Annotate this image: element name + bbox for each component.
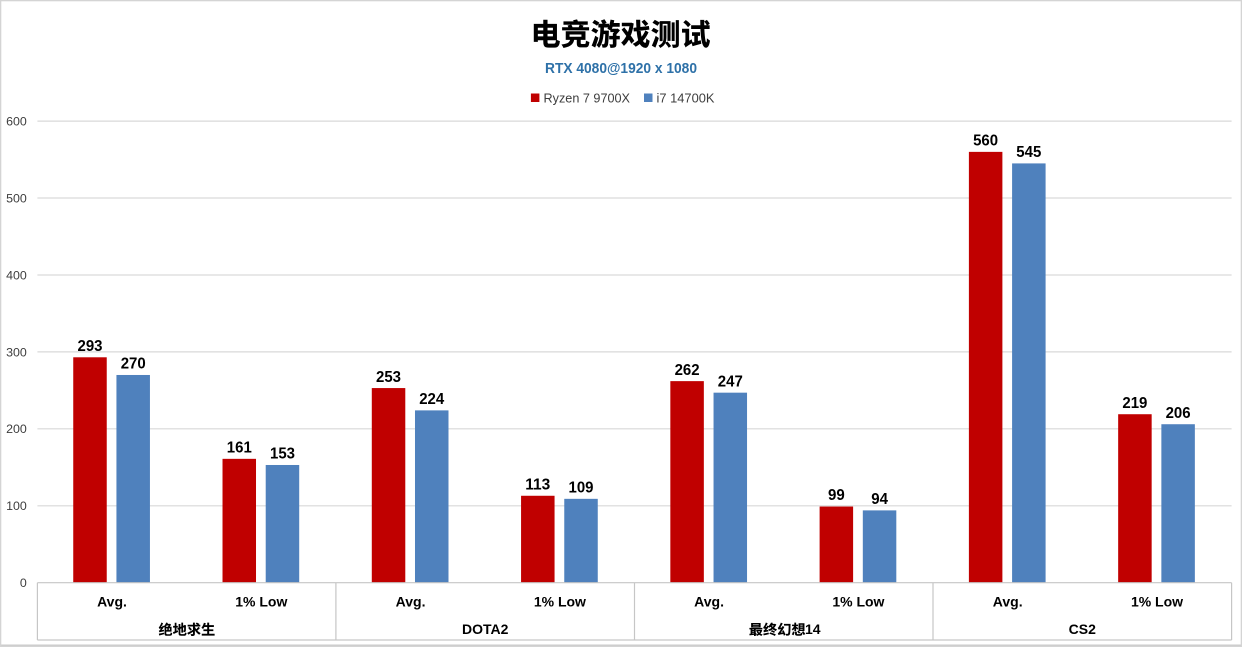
svg-text:293: 293: [78, 338, 103, 355]
svg-text:262: 262: [675, 362, 700, 379]
svg-text:100: 100: [6, 499, 27, 513]
svg-text:219: 219: [1122, 395, 1147, 412]
svg-text:247: 247: [718, 373, 743, 390]
svg-text:253: 253: [376, 369, 401, 386]
svg-text:400: 400: [6, 268, 27, 282]
svg-text:Avg.: Avg.: [694, 594, 724, 610]
svg-text:113: 113: [525, 477, 550, 494]
svg-text:94: 94: [871, 491, 888, 508]
svg-text:270: 270: [121, 356, 146, 373]
svg-text:1% Low: 1% Low: [235, 594, 287, 610]
svg-text:CS2: CS2: [1069, 621, 1096, 637]
svg-text:200: 200: [6, 422, 27, 436]
svg-text:0: 0: [20, 576, 27, 590]
svg-text:545: 545: [1016, 144, 1041, 161]
svg-text:1% Low: 1% Low: [1131, 594, 1183, 610]
svg-text:Ryzen 7 9700X: Ryzen 7 9700X: [544, 91, 631, 106]
svg-text:RTX 4080@1920 x 1080: RTX 4080@1920 x 1080: [545, 60, 697, 77]
svg-text:14: 14: [805, 621, 821, 637]
svg-text:560: 560: [973, 133, 998, 150]
svg-text:1% Low: 1% Low: [534, 594, 586, 610]
svg-text:600: 600: [6, 115, 27, 129]
svg-text:Avg.: Avg.: [993, 594, 1023, 610]
svg-text:161: 161: [227, 440, 252, 457]
svg-text:DOTA2: DOTA2: [462, 621, 509, 637]
svg-text:Avg.: Avg.: [396, 594, 426, 610]
svg-text:206: 206: [1166, 405, 1191, 422]
svg-text:500: 500: [6, 191, 27, 205]
svg-text:99: 99: [828, 487, 845, 504]
svg-text:153: 153: [270, 446, 295, 463]
svg-text:300: 300: [6, 345, 27, 359]
svg-text:Avg.: Avg.: [97, 594, 127, 610]
svg-text:i7 14700K: i7 14700K: [657, 91, 715, 106]
svg-text:224: 224: [419, 391, 444, 408]
svg-text:109: 109: [569, 480, 594, 497]
svg-text:1% Low: 1% Low: [832, 594, 884, 610]
